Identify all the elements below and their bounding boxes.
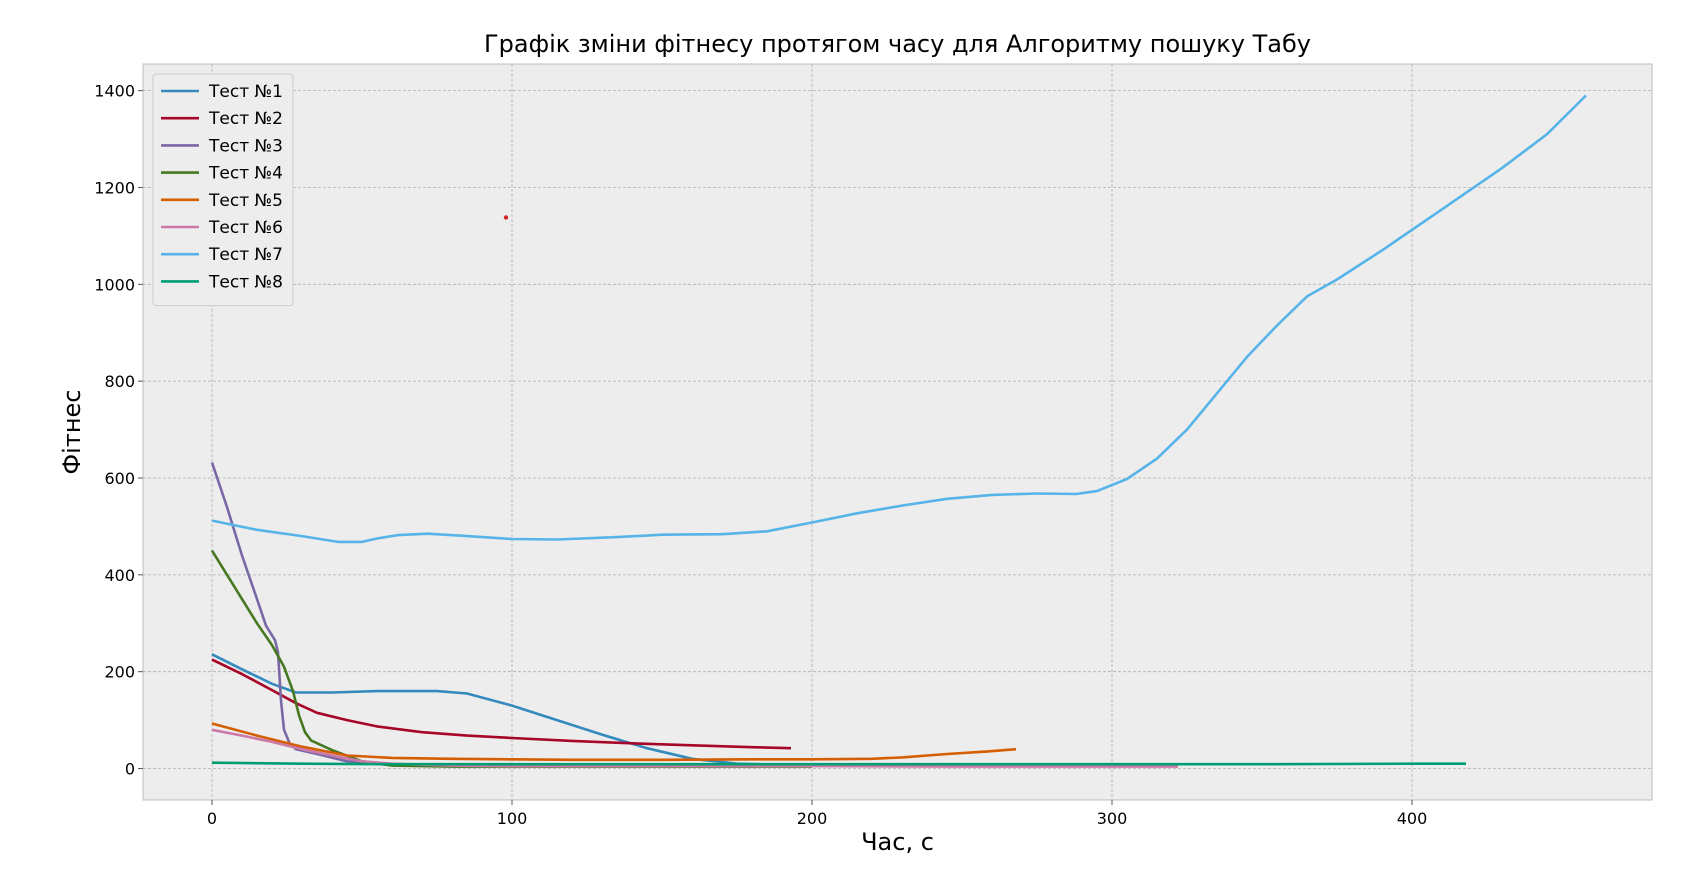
series-line-test-8	[211, 761, 1466, 766]
x-tick-label: 300	[1097, 809, 1128, 828]
legend-entry: Тест №6	[208, 218, 283, 238]
x-axis-label: Час, с	[861, 828, 934, 856]
legend-entry: Тест №7	[208, 245, 283, 265]
y-tick-label: 800	[104, 372, 135, 391]
plot-frame	[142, 63, 1653, 801]
y-tick-label: 1000	[94, 275, 135, 294]
legend-entry: Тест №8	[208, 272, 283, 292]
x-tick-label: 100	[497, 809, 528, 828]
annotation-layer	[503, 215, 509, 220]
x-axis-ticks: 0 100 200 300 400	[207, 800, 1427, 828]
y-tick-label: 0	[125, 760, 135, 779]
x-tick-label: 200	[797, 809, 828, 828]
legend-entry: Тест №3	[208, 136, 283, 156]
legend-entry: Тест №5	[208, 191, 283, 211]
grid-lines	[143, 64, 1652, 800]
legend: Тест №1 Тест №2 Тест №3 Тест №4 Тест №5 Тест …	[152, 73, 294, 307]
plot-area	[143, 64, 1652, 800]
series-lines	[210, 94, 1587, 768]
y-axis-label: Фітнес	[58, 390, 86, 475]
y-axis-ticks: 0 200 400 600 800 1000 1200 1400	[94, 82, 143, 779]
legend-entry: Тест №2	[208, 109, 283, 129]
y-tick-label: 400	[104, 566, 135, 585]
y-tick-label: 600	[104, 469, 135, 488]
legend-entry: Тест №1	[208, 82, 283, 102]
x-tick-label: 0	[207, 809, 217, 828]
y-tick-label: 1200	[94, 178, 135, 197]
y-tick-label: 1400	[94, 82, 135, 101]
annotation-point	[503, 215, 509, 220]
chart-title: Графік зміни фітнесу протягом часу для А…	[484, 30, 1311, 58]
legend-entry: Тест №4	[208, 164, 283, 184]
y-tick-label: 200	[104, 663, 135, 682]
x-tick-label: 400	[1397, 809, 1428, 828]
series-line-test-7	[211, 94, 1587, 544]
legend-box	[152, 73, 294, 307]
series-line-test-5	[211, 722, 1017, 762]
